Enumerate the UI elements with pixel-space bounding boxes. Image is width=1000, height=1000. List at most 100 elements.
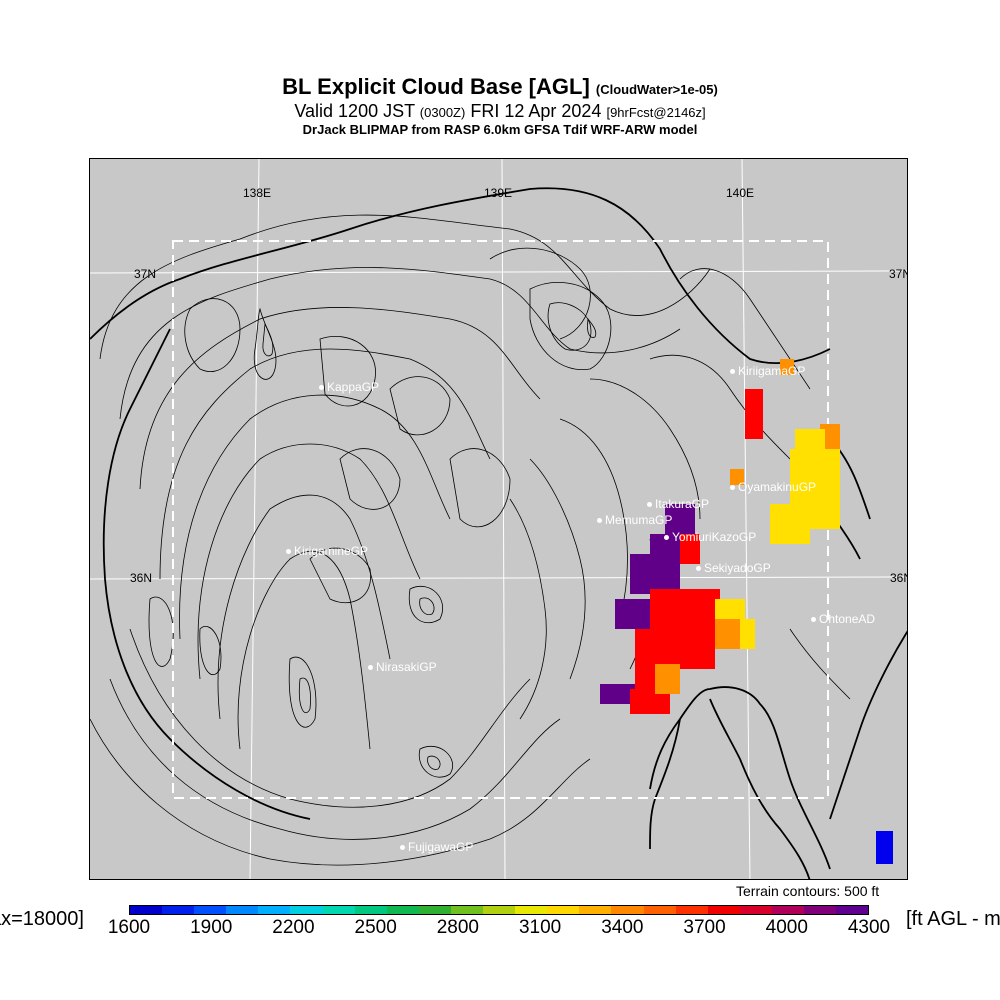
- colorbar-segment: [771, 906, 804, 914]
- colorbar-segment: [643, 906, 676, 914]
- colorbar-segment: [290, 906, 323, 914]
- lat-label-37-left: 37N: [134, 267, 157, 281]
- site-kappa[interactable]: KappaGP: [319, 380, 379, 394]
- cloud-base-cell: [690, 629, 715, 669]
- cloud-base-cell: [745, 389, 763, 439]
- colorbar-segment: [707, 906, 740, 914]
- colorbar-tick-label: 4000: [765, 917, 808, 938]
- site-label: KirigamineGP: [294, 544, 369, 558]
- site-label: OhtoneAD: [819, 612, 876, 626]
- site-dot-icon: [647, 501, 652, 507]
- map-graphics: [90, 159, 907, 879]
- site-label: KappaGP: [327, 380, 380, 394]
- blue-marker: [876, 831, 893, 864]
- site-label: YomiuriKazoGP: [672, 530, 757, 544]
- graticule: [90, 159, 907, 879]
- coastline: [90, 187, 907, 879]
- colorbar-segment: [803, 906, 837, 914]
- site-yomiurikazo[interactable]: YomiuriKazoGP: [664, 530, 756, 544]
- colorbar-tick-label: 3100: [518, 917, 562, 938]
- cloud-base-field: [600, 359, 893, 864]
- valid-time-jst: Valid 1200 JST: [294, 101, 415, 121]
- site-itakura[interactable]: ItakuraGP: [647, 497, 709, 511]
- model-info: DrJack BLIPMAP from RASP 6.0km GFSA Tdif…: [302, 122, 698, 137]
- colorbar-units-label: [ft AGL - m: [906, 908, 1000, 930]
- colorbar-segment: [739, 906, 772, 914]
- cloud-base-cell: [715, 599, 745, 619]
- colorbar-segment: [162, 906, 195, 914]
- colorbar-segment: [130, 906, 163, 914]
- valid-date: FRI 12 Apr 2024: [470, 101, 602, 121]
- colorbar-segment: [450, 906, 484, 914]
- site-dot-icon: [730, 484, 735, 490]
- cloud-base-cell: [730, 469, 744, 485]
- terrain-contours: [90, 214, 851, 866]
- site-dot-icon: [597, 517, 602, 523]
- colorbar-tick-label: 3700: [683, 917, 726, 938]
- terrain-contours-note: Terrain contours: 500 ft: [736, 883, 880, 899]
- lon-label-140-top: 140E: [726, 186, 755, 200]
- colorbar-tick-label: 1900: [190, 917, 233, 938]
- cloud-base-cell: [615, 599, 655, 629]
- site-label: KiriigamaGP: [738, 364, 806, 378]
- colorbar-tick-label: 2200: [272, 917, 315, 938]
- site-label: ItakuraGP: [655, 497, 710, 511]
- colorbar-segment: [226, 906, 259, 914]
- colorbar-tick-label: 4300: [847, 917, 891, 938]
- colorbar-max-label: ax=18000]: [0, 908, 84, 930]
- colorbar-segment: [354, 906, 387, 914]
- cloud-base-cell: [665, 504, 695, 534]
- site-kirigamine[interactable]: KirigamineGP: [286, 544, 368, 558]
- colorbar-tick-label: 3400: [601, 917, 644, 938]
- site-fujigawa[interactable]: FujigawaGP: [400, 840, 473, 854]
- site-dot-icon: [319, 384, 324, 390]
- cloud-base-cell: [630, 554, 680, 594]
- cloud-base-cell: [770, 504, 810, 544]
- site-label: OyamakinuGP: [738, 480, 817, 494]
- colorbar-segment: [483, 906, 516, 914]
- site-memuma[interactable]: MemumaGP: [597, 513, 672, 527]
- lat-label-36-right: 36N: [890, 571, 907, 585]
- colorbar-segment: [547, 906, 580, 914]
- site-label: NirasakiGP: [376, 660, 437, 674]
- site-nirasaki[interactable]: NirasakiGP: [368, 660, 437, 674]
- colorbar-segment: [579, 906, 612, 914]
- title-note: (CloudWater>1e-05): [595, 82, 718, 97]
- site-ohtone[interactable]: OhtoneAD: [811, 612, 875, 626]
- cloud-base-cell: [740, 619, 755, 649]
- site-dot-icon: [400, 844, 405, 850]
- colorbar-segment: [515, 906, 548, 914]
- site-dot-icon: [664, 534, 669, 540]
- site-dot-icon: [696, 565, 701, 571]
- lon-label-138-top: 138E: [243, 186, 272, 200]
- chart-title: BL Explicit Cloud Base [AGL] (CloudWater…: [0, 74, 1000, 100]
- forecast-info: [9hrFcst@2146z]: [606, 105, 706, 120]
- lat-label-36-left: 36N: [130, 571, 153, 585]
- valid-time-utc: (0300Z): [419, 105, 466, 120]
- cloud-base-cell: [795, 429, 825, 454]
- colorbar-segment: [258, 906, 291, 914]
- site-kiriigama[interactable]: KiriigamaGP: [730, 364, 805, 378]
- site-label: SekiyadoGP: [704, 561, 771, 575]
- colorbar-segment: [194, 906, 227, 914]
- site-oyamakinu[interactable]: OyamakinuGP: [730, 480, 816, 494]
- colorbar-segment: [836, 906, 869, 914]
- colorbar-tick-label: 2500: [354, 917, 397, 938]
- colorbar-segment: [386, 906, 419, 914]
- site-dot-icon: [811, 616, 816, 622]
- colorbar-segment: [611, 906, 644, 914]
- colorbar-tick-label: 1600: [107, 917, 151, 938]
- site-label: MemumaGP: [605, 513, 673, 527]
- lon-label-139-top: 139E: [484, 186, 513, 200]
- colorbar-segment: [322, 906, 355, 914]
- colorbar: [129, 905, 869, 915]
- valid-time: Valid 1200 JST (0300Z) FRI 12 Apr 2024 […: [0, 101, 1000, 122]
- colorbar-segment: [675, 906, 708, 914]
- cloud-base-cell: [680, 534, 700, 564]
- site-dot-icon: [368, 664, 373, 670]
- map-panel[interactable]: 138E 139E 140E 37N 37N 36N 36N 138E 139E…: [89, 158, 908, 880]
- site-sekiyado[interactable]: SekiyadoGP: [696, 561, 771, 575]
- site-label: FujigawaGP: [408, 840, 474, 854]
- cloud-base-cell: [780, 359, 794, 375]
- lat-label-37-right: 37N: [889, 267, 907, 281]
